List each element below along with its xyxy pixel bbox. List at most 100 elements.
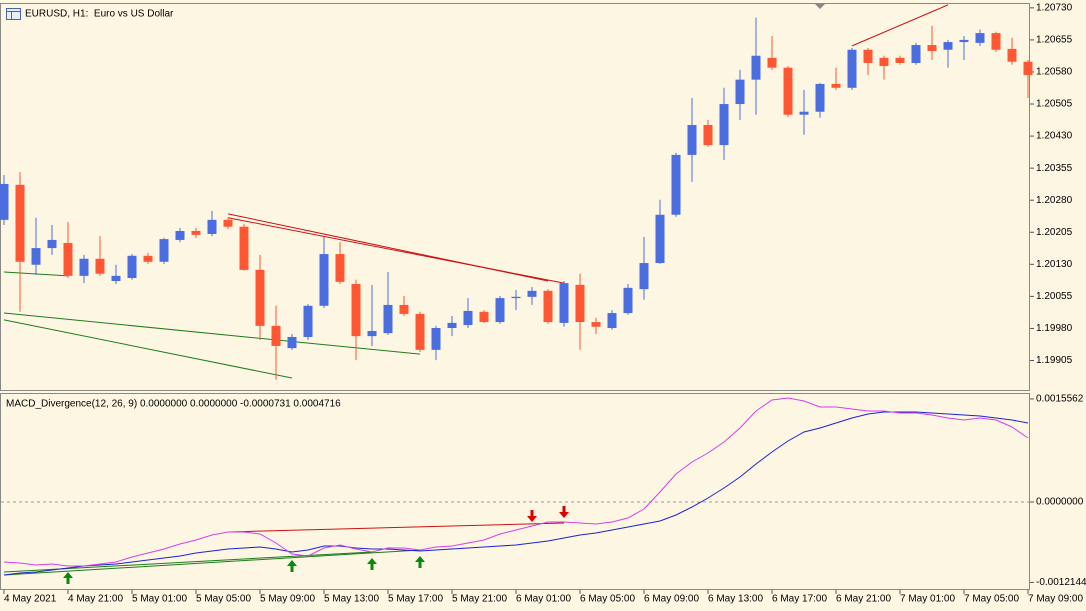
shift-marker [815, 4, 825, 9]
candle-body [591, 322, 601, 327]
candle-body [559, 283, 569, 323]
candle-body [783, 67, 793, 115]
candle-body [767, 57, 777, 68]
candle-body [879, 57, 889, 66]
candle-body [1007, 48, 1017, 62]
candle-body [319, 254, 329, 306]
y-tick-label: 1.20280 [1036, 195, 1073, 206]
candle-body [255, 269, 265, 326]
candle-body [847, 49, 857, 88]
candle-body [719, 104, 729, 146]
candle-body [95, 258, 105, 274]
candle-body [239, 226, 249, 270]
x-tick-label: 6 May 01:00 [516, 594, 571, 605]
candle-body [751, 55, 761, 80]
x-tick-label: 6 May 05:00 [580, 594, 635, 605]
x-tick-label: 6 May 21:00 [836, 594, 891, 605]
x-tick-label: 5 May 01:00 [132, 594, 187, 605]
buy-arrow [367, 558, 377, 570]
trend-line [227, 522, 565, 533]
candle-body [831, 83, 841, 88]
y-tick-label: 1.20730 [1036, 2, 1073, 13]
y-tick-label: 1.20430 [1036, 131, 1073, 142]
x-tick-label: 7 May 01:00 [900, 594, 955, 605]
sell-arrow [527, 510, 537, 522]
candle-body [159, 239, 169, 262]
candle-body [351, 283, 361, 337]
y-tick-label: 1.19980 [1036, 323, 1073, 334]
indicator-title: MACD_Divergence(12, 26, 9) 0.0000000 0.0… [6, 399, 341, 410]
y-tick-label: 1.19905 [1036, 355, 1073, 366]
candle-body [399, 304, 409, 314]
x-tick-label: 7 May 09:00 [1028, 594, 1083, 605]
candle-body [671, 154, 681, 215]
trend-line [851, 4, 949, 47]
y-tick-label: 1.20505 [1036, 99, 1073, 110]
candle-body [0, 183, 9, 220]
candle-body [463, 310, 473, 326]
candle-body [815, 83, 825, 112]
candle-body [47, 239, 57, 249]
candle-body [655, 214, 665, 264]
candle-body [383, 304, 393, 334]
y-tick-label: 1.20580 [1036, 67, 1073, 78]
candle-body [495, 298, 505, 323]
x-tick-label: 5 May 17:00 [388, 594, 443, 605]
candle-body [367, 331, 377, 337]
x-tick-label: 5 May 09:00 [260, 594, 315, 605]
candle-body [687, 124, 697, 155]
candle-body [543, 290, 553, 323]
y-tick-label: 1.20655 [1036, 35, 1073, 46]
x-tick-label: 6 May 09:00 [644, 594, 699, 605]
candle-body [943, 42, 953, 50]
candle-body [911, 45, 921, 63]
candle-body [415, 313, 425, 350]
buy-arrow [415, 556, 425, 568]
x-tick-label: 5 May 13:00 [324, 594, 379, 605]
candle-body [287, 336, 297, 349]
candle-body [975, 33, 985, 43]
trend-line [3, 319, 293, 379]
x-tick-label: 6 May 17:00 [772, 594, 827, 605]
y-tick-label: 1.20055 [1036, 291, 1073, 302]
candle-body [63, 242, 73, 276]
y-tick-label: 1.20130 [1036, 259, 1073, 270]
candle-body [431, 328, 441, 350]
candle-body [335, 254, 345, 282]
candle-body [511, 296, 521, 299]
indicator-line [3, 397, 1029, 567]
y-tick-label: 1.20205 [1036, 227, 1073, 238]
indicator-line [3, 411, 1029, 576]
candle-body [143, 255, 153, 262]
trend-line [227, 217, 565, 284]
candle-body [79, 258, 89, 276]
candle-body [527, 290, 537, 297]
y-tick-label: -0.0012144 [1036, 577, 1086, 588]
candle-body [111, 275, 121, 281]
x-tick-label: 4 May 21:00 [68, 594, 123, 605]
x-tick-label: 7 May 05:00 [964, 594, 1019, 605]
candle-body [799, 111, 809, 115]
x-tick-label: 4 May 2021 [4, 594, 57, 605]
x-tick-label: 5 May 05:00 [196, 594, 251, 605]
y-tick-label: 0.0000000 [1036, 497, 1084, 508]
candle-body [863, 49, 873, 63]
x-tick-label: 6 May 13:00 [708, 594, 763, 605]
candle-body [175, 230, 185, 240]
symbol-icon [6, 8, 21, 20]
candle-body [927, 45, 937, 52]
trend-line [3, 549, 421, 576]
y-tick-label: 1.20355 [1036, 163, 1073, 174]
sell-arrow [559, 506, 569, 518]
candle-body [31, 248, 41, 265]
candle-body [1023, 61, 1033, 75]
buy-arrow [287, 560, 297, 572]
buy-arrow [63, 572, 73, 584]
candle-body [223, 219, 233, 227]
trend-line [3, 312, 421, 355]
candle-body [479, 311, 489, 323]
candle-body [271, 325, 281, 346]
candle-body [623, 287, 633, 314]
